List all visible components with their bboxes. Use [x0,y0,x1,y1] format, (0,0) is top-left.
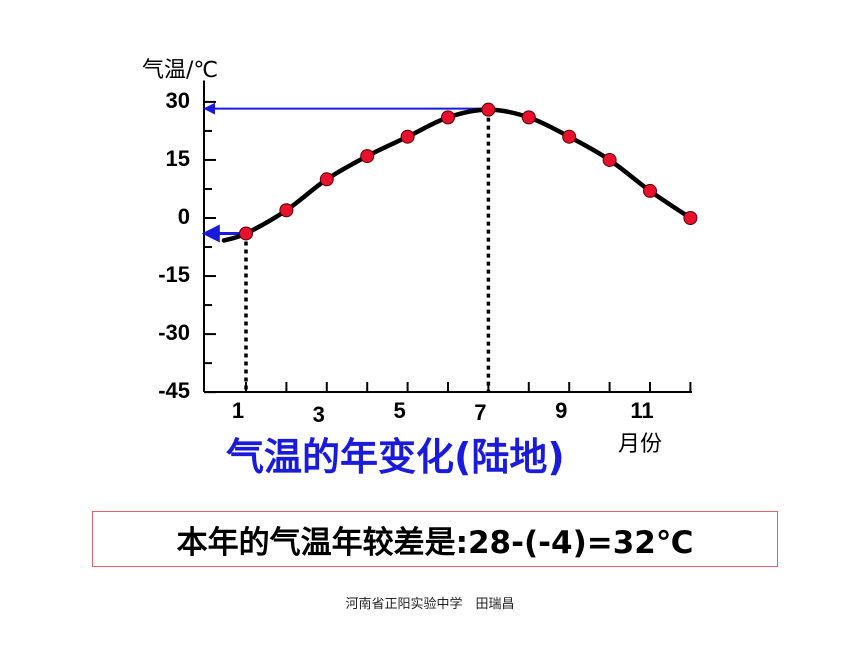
data-point [319,172,334,187]
temperature-points [239,102,698,241]
data-point [279,203,294,218]
result-box: 本年的气温年较差是:28-(-4)=32℃ [92,511,778,567]
y-tick-label: 0 [177,204,190,229]
chart-guide-lines [201,102,491,392]
chart-axes [203,80,692,394]
temperature-line [221,107,693,243]
x-tick-label: 5 [393,398,406,423]
x-tick-label: 1 [231,398,245,423]
x-axis-label: 月份 [618,432,663,457]
y-tick-label: -30 [158,320,190,346]
chart-title: 气温的年变化(陆地) [226,435,565,479]
data-point [521,110,536,125]
data-point [562,129,577,144]
temperature-curve [221,107,693,243]
x-tick-label: 3 [312,402,325,427]
y-tick-label: 30 [165,87,190,113]
x-tick-label: 9 [555,398,568,423]
y-tick-label: 15 [165,145,190,171]
data-point [360,149,375,164]
x-tick-label: 7 [474,400,487,425]
data-point [683,211,698,225]
y-tick-label: -45 [158,378,190,404]
x-tick-label: 11 [630,398,654,423]
result-text: 本年的气温年较差是:28-(-4)=32℃ [176,524,694,561]
data-point [481,102,496,117]
data-point [400,129,415,144]
credit-text: 河南省正阳实验中学 田瑞昌 [345,597,515,612]
data-point [239,226,253,241]
y-tick-label: -15 [158,262,190,288]
data-point [643,183,657,198]
data-point [441,110,455,125]
data-point [602,152,617,167]
y-axis-label: 气温/℃ [142,58,219,83]
